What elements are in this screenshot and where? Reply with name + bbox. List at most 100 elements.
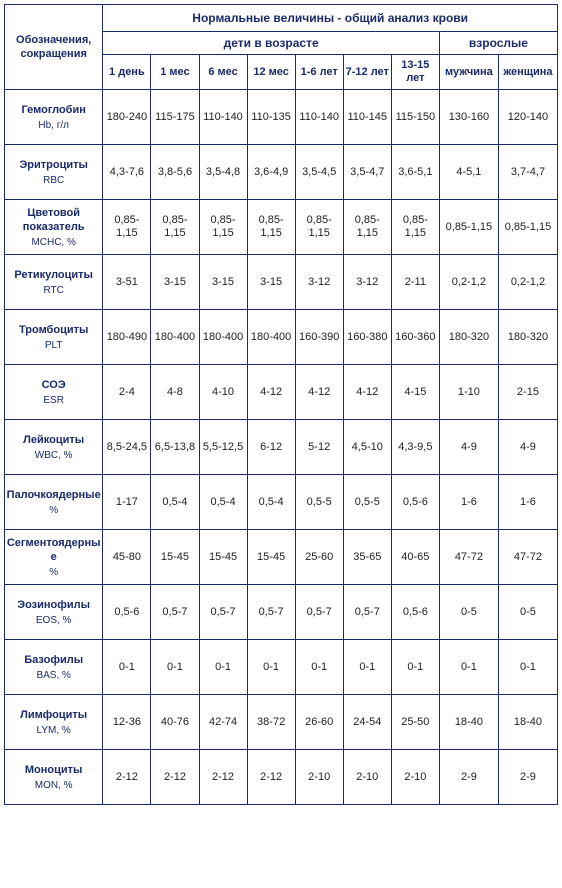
value-cell: 0,5-5 — [295, 475, 343, 530]
row-sub: WBC, % — [6, 449, 101, 462]
row-label: Сегментоядерные% — [5, 530, 103, 585]
value-cell: 4-10 — [199, 365, 247, 420]
row-label: РетикулоцитыRTC — [5, 255, 103, 310]
value-cell: 1-17 — [103, 475, 151, 530]
value-cell: 180-320 — [439, 310, 498, 365]
age-col-5: 7-12 лет — [343, 55, 391, 90]
row-name: Тромбоциты — [19, 324, 88, 336]
row-name: СОЭ — [42, 379, 66, 391]
value-cell: 1-10 — [439, 365, 498, 420]
value-cell: 3-15 — [199, 255, 247, 310]
value-cell: 12-36 — [103, 695, 151, 750]
value-cell: 110-135 — [247, 90, 295, 145]
value-cell: 24-54 — [343, 695, 391, 750]
value-cell: 6-12 — [247, 420, 295, 475]
value-cell: 4-12 — [247, 365, 295, 420]
value-cell: 2-12 — [151, 750, 199, 805]
row-label: СОЭESR — [5, 365, 103, 420]
value-cell: 40-65 — [391, 530, 439, 585]
children-title: дети в возрасте — [103, 32, 440, 55]
value-cell: 25-60 — [295, 530, 343, 585]
value-cell: 4,5-10 — [343, 420, 391, 475]
value-cell: 4-8 — [151, 365, 199, 420]
value-cell: 25-50 — [391, 695, 439, 750]
value-cell: 40-76 — [151, 695, 199, 750]
value-cell: 0,5-6 — [391, 475, 439, 530]
value-cell: 0,85-1,15 — [343, 200, 391, 255]
table-row: МоноцитыMON, %2-122-122-122-122-102-102-… — [5, 750, 558, 805]
value-cell: 0-1 — [247, 640, 295, 695]
value-cell: 3-15 — [247, 255, 295, 310]
value-cell: 110-140 — [199, 90, 247, 145]
value-cell: 160-390 — [295, 310, 343, 365]
value-cell: 0,5-6 — [103, 585, 151, 640]
value-cell: 115-150 — [391, 90, 439, 145]
row-sub: LYM, % — [6, 724, 101, 737]
value-cell: 110-140 — [295, 90, 343, 145]
value-cell: 0,5-4 — [151, 475, 199, 530]
value-cell: 160-360 — [391, 310, 439, 365]
left-header: Обозначения, сокращения — [5, 5, 103, 90]
main-title: Нормальные величины - общий анализ крови — [103, 5, 558, 32]
value-cell: 6,5-13,8 — [151, 420, 199, 475]
value-cell: 0-1 — [199, 640, 247, 695]
row-label: Моноциты MON, % — [5, 750, 103, 805]
age-col-4: 1-6 лет — [295, 55, 343, 90]
value-cell: 0,5-7 — [295, 585, 343, 640]
value-cell: 2-10 — [295, 750, 343, 805]
value-cell: 0-1 — [439, 640, 498, 695]
value-cell: 15-45 — [247, 530, 295, 585]
table-row: ГемоглобинHb, г/л180-240115-175110-14011… — [5, 90, 558, 145]
row-sub: MON, % — [6, 779, 101, 792]
age-col-2: 6 мес — [199, 55, 247, 90]
value-cell: 0,5-7 — [199, 585, 247, 640]
value-cell: 2-12 — [103, 750, 151, 805]
row-name: Базофилы — [24, 654, 83, 666]
row-name: Эозинофилы — [17, 599, 90, 611]
row-name: Эритроциты — [19, 159, 87, 171]
value-cell: 5-12 — [295, 420, 343, 475]
age-col-3: 12 мес — [247, 55, 295, 90]
row-label: Цветовой показательMCHC, % — [5, 200, 103, 255]
table-row: ТромбоцитыPLT180-490180-400180-400180-40… — [5, 310, 558, 365]
value-cell: 2-10 — [391, 750, 439, 805]
value-cell: 0,85-1,15 — [439, 200, 498, 255]
value-cell: 130-160 — [439, 90, 498, 145]
value-cell: 45-80 — [103, 530, 151, 585]
value-cell: 0-1 — [498, 640, 557, 695]
value-cell: 4-12 — [343, 365, 391, 420]
table-header: Обозначения, сокращения Нормальные велич… — [5, 5, 558, 90]
value-cell: 47-72 — [439, 530, 498, 585]
row-label: Лимфоциты LYM, % — [5, 695, 103, 750]
value-cell: 2-10 — [343, 750, 391, 805]
table-row: ЭритроцитыRBC4,3-7,63,8-5,63,5-4,83,6-4,… — [5, 145, 558, 200]
age-col-1: 1 мес — [151, 55, 199, 90]
value-cell: 180-320 — [498, 310, 557, 365]
value-cell: 2-15 — [498, 365, 557, 420]
value-cell: 0-5 — [498, 585, 557, 640]
row-name: Палочкоядерные — [7, 489, 101, 501]
row-label: ЭритроцитыRBC — [5, 145, 103, 200]
value-cell: 15-45 — [151, 530, 199, 585]
row-sub: % — [6, 504, 101, 517]
value-cell: 2-4 — [103, 365, 151, 420]
value-cell: 180-400 — [199, 310, 247, 365]
table-row: ЭозинофилыEOS, %0,5-60,5-70,5-70,5-70,5-… — [5, 585, 558, 640]
value-cell: 18-40 — [498, 695, 557, 750]
value-cell: 0,5-7 — [343, 585, 391, 640]
value-cell: 4,3-9,5 — [391, 420, 439, 475]
row-name: Лимфоциты — [20, 709, 87, 721]
value-cell: 8,5-24,5 — [103, 420, 151, 475]
value-cell: 0,2-1,2 — [439, 255, 498, 310]
age-col-6: 13-15 лет — [391, 55, 439, 90]
table-row: СОЭESR2-44-84-104-124-124-124-151-102-15 — [5, 365, 558, 420]
value-cell: 0,85-1,15 — [498, 200, 557, 255]
value-cell: 47-72 — [498, 530, 557, 585]
value-cell: 0,85-1,15 — [199, 200, 247, 255]
table-row: ЛейкоцитыWBC, %8,5-24,56,5-13,85,5-12,56… — [5, 420, 558, 475]
age-col-0: 1 день — [103, 55, 151, 90]
table-row: Сегментоядерные%45-8015-4515-4515-4525-6… — [5, 530, 558, 585]
value-cell: 3-12 — [295, 255, 343, 310]
row-label: БазофилыBAS, % — [5, 640, 103, 695]
row-name: Моноциты — [25, 764, 83, 776]
